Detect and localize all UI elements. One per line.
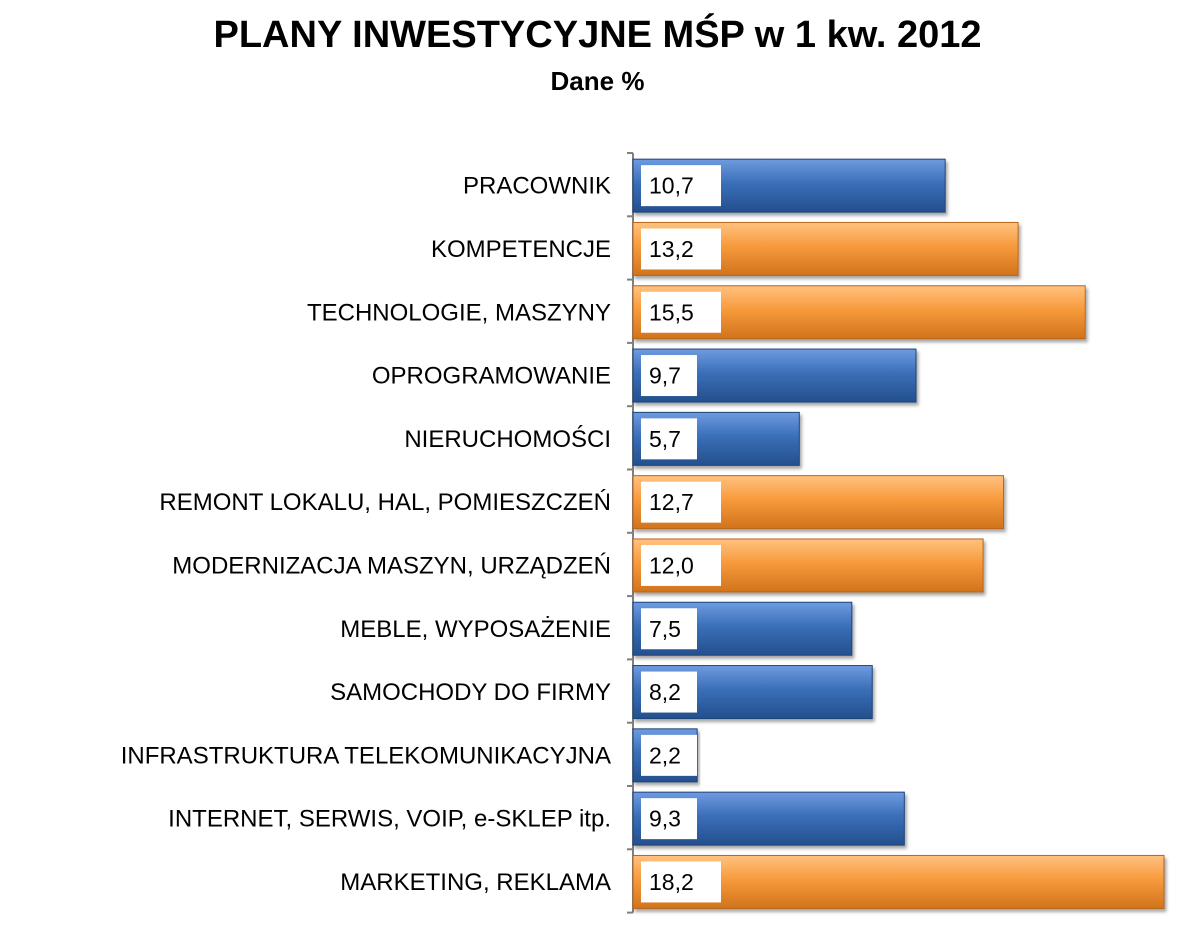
value-label: 7,5 [649, 616, 681, 642]
value-label-box [641, 481, 721, 523]
category-label: MARKETING, REKLAMA [340, 869, 611, 896]
category-label: PRACOWNIK [463, 173, 611, 200]
category-label: SAMOCHODY DO FIRMY [330, 679, 611, 706]
chart-title: PLANY INWESTYCYJNE MŚP w 1 kw. 2012 [213, 14, 982, 56]
category-label: INTERNET, SERWIS, VOIP, e-SKLEP itp. [168, 806, 611, 833]
value-label: 5,7 [649, 426, 681, 452]
value-label-box [641, 228, 721, 270]
value-label: 8,2 [649, 679, 681, 705]
value-label-box [641, 734, 697, 776]
value-label: 2,2 [649, 742, 681, 768]
category-label: INFRASTRUKTURA TELEKOMUNIKACYJNA [121, 742, 611, 769]
category-label: NIERUCHOMOŚCI [404, 425, 611, 453]
value-label-box [641, 671, 697, 713]
value-label: 12,0 [649, 552, 694, 578]
category-label: KOMPETENCJE [431, 236, 611, 263]
value-label-box [641, 355, 697, 397]
category-label: MODERNIZACJA MASZYN, URZĄDZEŃ [172, 552, 611, 579]
value-label-box [641, 418, 697, 460]
category-label: MEBLE, WYPOSAŻENIE [340, 616, 611, 643]
value-label-box [641, 291, 721, 333]
value-label: 12,7 [649, 489, 694, 515]
value-label: 13,2 [649, 236, 694, 262]
value-label-box [641, 544, 721, 586]
value-label: 9,3 [649, 806, 681, 832]
value-label-box [641, 165, 721, 207]
value-label-box [641, 798, 697, 840]
value-label: 9,7 [649, 363, 681, 389]
category-label: TECHNOLOGIE, MASZYNY [307, 299, 611, 326]
value-label: 18,2 [649, 869, 694, 895]
bar [632, 854, 1165, 909]
value-label-box [641, 861, 721, 903]
value-label: 10,7 [649, 173, 694, 199]
value-label: 15,5 [649, 299, 694, 325]
category-label: OPROGRAMOWANIE [372, 363, 611, 390]
category-label: REMONT LOKALU, HAL, POMIESZCZEŃ [159, 489, 611, 516]
chart-subtitle: Dane % [550, 66, 645, 96]
value-label-box [641, 608, 697, 650]
